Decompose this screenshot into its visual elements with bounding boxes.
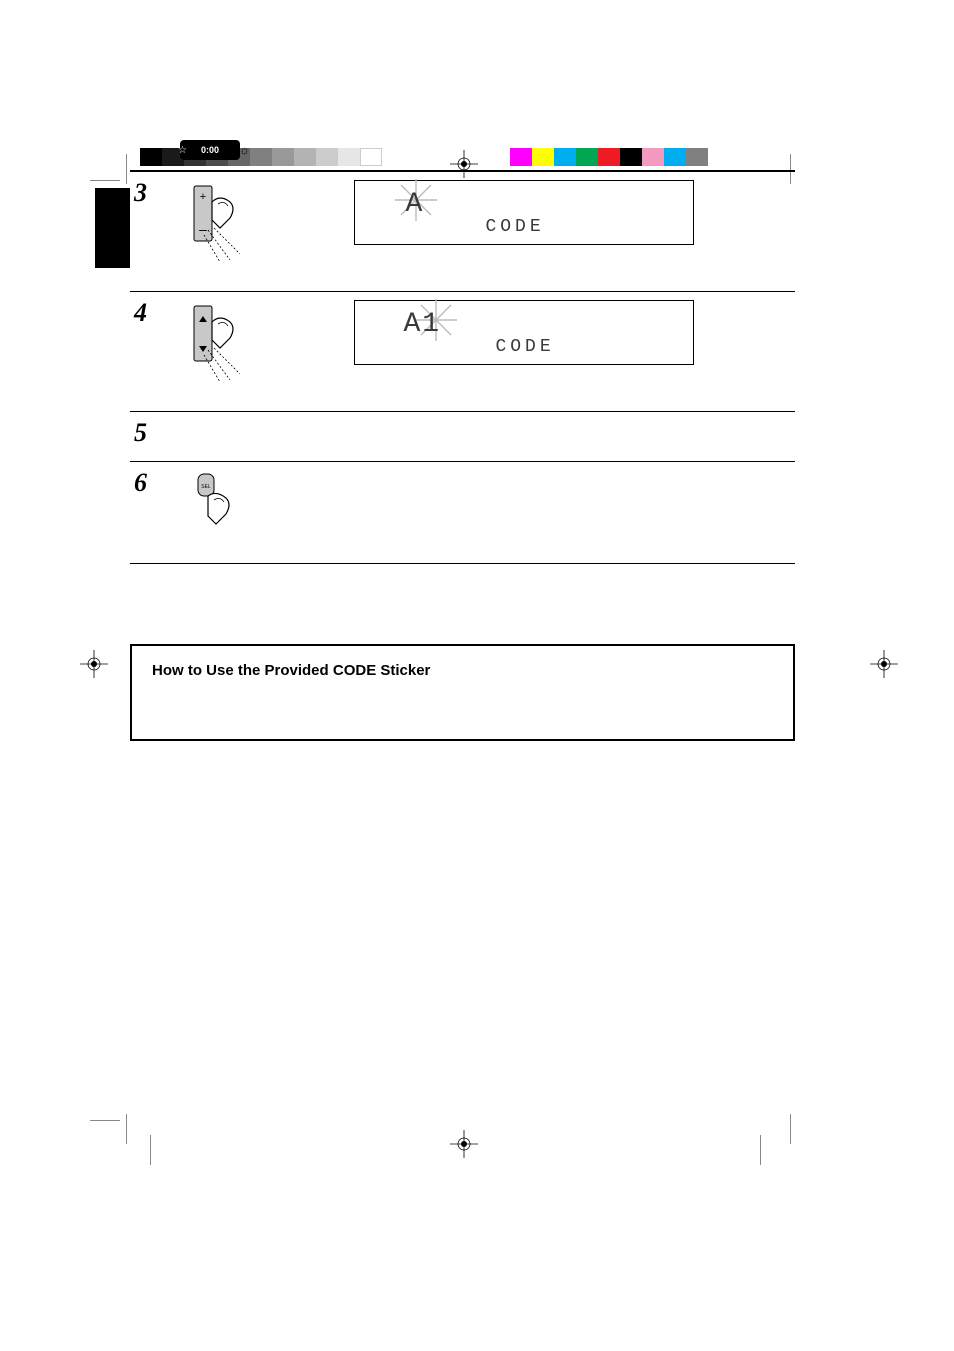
crop-mark xyxy=(760,1135,800,1175)
step-3: 3 + – A CODE xyxy=(130,171,795,291)
clock-text: 0:00 xyxy=(201,145,219,155)
minus-icon: – xyxy=(199,221,207,237)
crop-mark xyxy=(120,1135,160,1175)
crop-mark xyxy=(90,1100,130,1140)
info-box-title: How to Use the Provided CODE Sticker xyxy=(152,662,773,679)
registration-mark-left xyxy=(80,650,108,683)
step-5: 5 xyxy=(130,411,795,461)
display-small-text: CODE xyxy=(485,217,544,237)
step-number: 6 xyxy=(134,468,147,498)
page-tab-marker xyxy=(95,188,130,268)
info-box: How to Use the Provided CODE Sticker xyxy=(130,644,795,741)
step-number: 4 xyxy=(134,298,147,328)
registration-mark-right xyxy=(870,650,898,683)
step-4: 4 A1 CODE xyxy=(130,291,795,411)
up-down-button-illustration xyxy=(190,300,270,395)
step-number: 3 xyxy=(134,178,147,208)
step-number: 5 xyxy=(134,418,147,448)
plus-minus-button-illustration: + – xyxy=(190,180,270,275)
page-content: 0:00 3 + – A CODE xyxy=(130,140,795,741)
lcd-display-step3: A CODE xyxy=(354,180,694,245)
display-large-text: A xyxy=(405,189,424,220)
lcd-display-step4: A1 CODE xyxy=(354,300,694,365)
sel-label: SEL xyxy=(201,484,211,490)
registration-mark-bottom xyxy=(450,1130,478,1163)
clock-icon-badge: 0:00 xyxy=(180,140,240,160)
display-large-text: A1 xyxy=(403,309,441,340)
plus-icon: + xyxy=(200,191,206,203)
display-small-text: CODE xyxy=(495,337,554,357)
crop-mark xyxy=(790,1100,810,1140)
sel-button-illustration: SEL xyxy=(190,470,260,555)
step-6: 6 SEL xyxy=(130,461,795,564)
